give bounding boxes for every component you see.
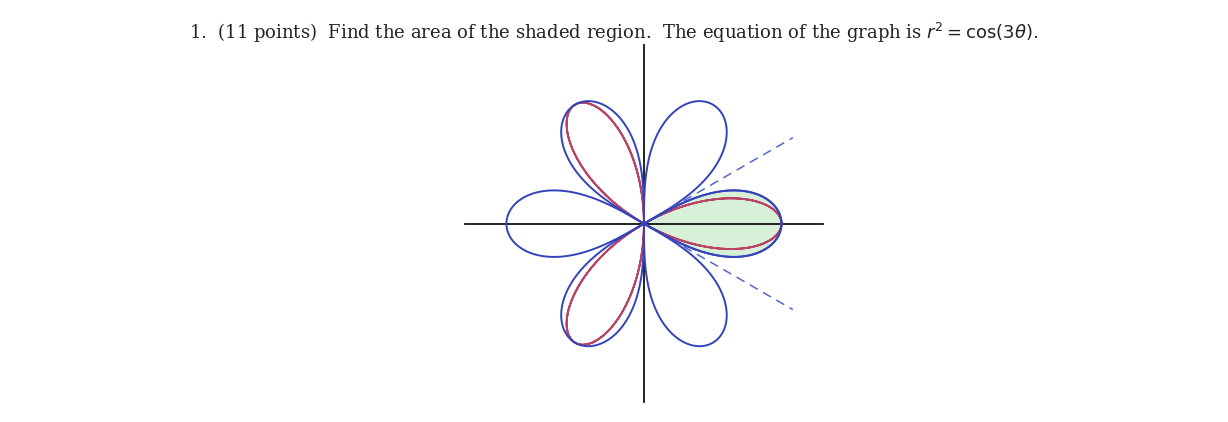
- Text: 1.  (11 points)  Find the area of the shaded region.  The equation of the graph : 1. (11 points) Find the area of the shad…: [189, 21, 1039, 45]
- Polygon shape: [643, 190, 781, 257]
